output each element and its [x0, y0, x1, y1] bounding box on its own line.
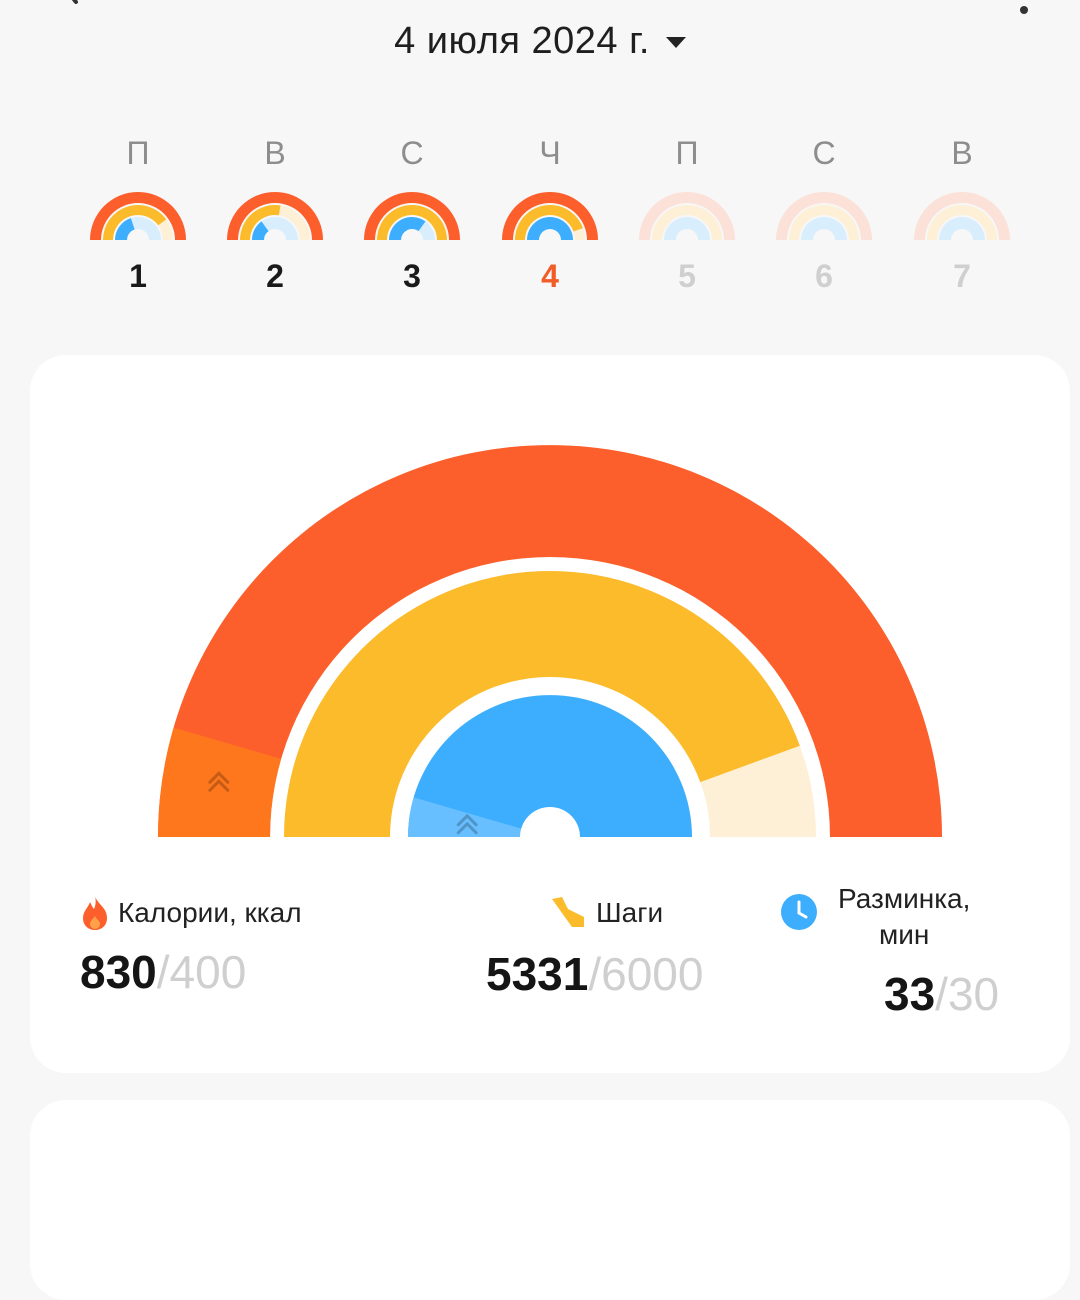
warmup-ring-progress [408, 695, 692, 837]
mini-ring-progress [364, 192, 460, 240]
day-number: 6 [815, 258, 833, 294]
day-letter: В [264, 135, 286, 171]
day-number: 5 [678, 258, 696, 294]
back-button[interactable] [52, 0, 86, 4]
warmup-goal: /30 [935, 968, 1000, 1020]
day-letter: С [400, 135, 424, 171]
mini-ring-progress [377, 205, 447, 240]
mini-ring-progress [252, 221, 269, 240]
warmup-ring-overflow [408, 797, 526, 837]
gauge-center-hole [520, 807, 580, 867]
mini-ring-track [939, 217, 985, 240]
mini-ring-icon [639, 192, 735, 240]
shoe-icon [552, 897, 584, 927]
mini-ring-progress [240, 205, 281, 240]
calories-value: 830 [80, 946, 157, 998]
mini-ring-track [776, 192, 872, 240]
mini-ring-progress [527, 217, 573, 240]
day-letter: Ч [539, 135, 561, 171]
mini-ring-icon [364, 192, 460, 240]
mini-ring-progress [389, 217, 426, 240]
warmup-value: 33 [884, 968, 936, 1020]
date-selector[interactable]: 4 июля 2024 г. [0, 14, 1080, 68]
activity-card: Калории, ккал 830/400 Шаги 5331/6000 Раз… [30, 355, 1070, 1073]
day-number: 7 [953, 258, 971, 294]
steps-value: 5331 [486, 948, 589, 1000]
back-arrow-icon [71, 0, 78, 4]
activity-rings-gauge [158, 445, 942, 867]
day-letter: В [951, 135, 973, 171]
day-letter: П [675, 135, 699, 171]
mini-ring-icon [776, 192, 872, 240]
dropdown-caret-icon [665, 36, 686, 48]
overflow-chevron-icon [456, 813, 478, 835]
day-letter: П [126, 135, 150, 171]
steps-label: Шаги [596, 897, 664, 928]
day-number: 1 [129, 258, 147, 294]
mini-ring-track [652, 205, 722, 240]
mini-ring-progress [103, 205, 167, 240]
mini-ring-track [639, 192, 735, 240]
mini-ring-track [789, 205, 859, 240]
mini-ring-track [914, 192, 1010, 240]
mini-ring-progress [90, 192, 186, 240]
clock-icon [781, 894, 817, 930]
calories-goal: /400 [156, 946, 247, 998]
calories-ring-progress [158, 445, 942, 837]
mini-ring-icon [227, 192, 323, 240]
mini-ring-icon [502, 192, 598, 240]
steps-goal: /6000 [588, 948, 704, 1000]
calories-label: Калории, ккал [118, 897, 302, 928]
mini-ring-icon [914, 192, 1010, 240]
steps-ring-progress [284, 570, 800, 837]
more-options-icon[interactable] [1010, 0, 1038, 22]
day-letter: С [812, 135, 836, 171]
mini-ring-progress [115, 218, 135, 240]
overflow-chevron-icon [208, 771, 230, 792]
calories-metric[interactable]: Калории, ккал 830/400 [80, 895, 302, 999]
mini-ring-progress [515, 205, 583, 240]
mini-ring-progress [227, 192, 323, 240]
mini-ring-progress [502, 192, 598, 240]
warmup-label-line1: Разминка, [838, 883, 971, 914]
day-number: 3 [403, 258, 421, 294]
mini-ring-track [801, 217, 847, 240]
warmup-metric[interactable]: Разминка, мин 33/30 [780, 881, 1040, 1021]
mini-ring-track [927, 205, 997, 240]
mini-ring-icon [90, 192, 186, 240]
mini-ring-track [664, 217, 710, 240]
day-number: 2 [266, 258, 284, 294]
date-label: 4 июля 2024 г. [394, 19, 650, 62]
flame-icon [83, 896, 107, 930]
day-number: 4 [541, 258, 559, 294]
steps-metric[interactable]: Шаги 5331/6000 [486, 895, 703, 1001]
calories-ring-overflow [158, 727, 282, 837]
next-card [30, 1100, 1070, 1300]
warmup-label-line2: мин [879, 919, 930, 950]
